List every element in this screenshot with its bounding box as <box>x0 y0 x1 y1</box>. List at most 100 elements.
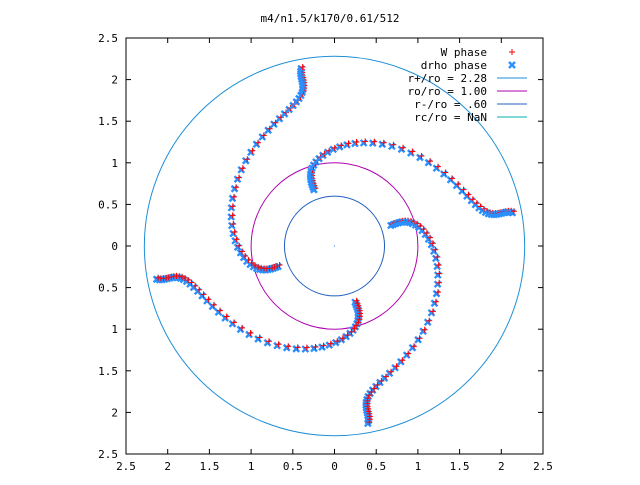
circle-r+ <box>143 55 526 437</box>
w-phase-point <box>231 319 238 326</box>
drho-phase-point <box>264 126 273 135</box>
x-tick-label: 2.5 <box>533 460 553 473</box>
drho-phase-point <box>427 308 436 317</box>
w-phase-point <box>393 363 400 370</box>
w-phase-point <box>285 343 292 350</box>
drho-phase-point <box>230 184 239 193</box>
drho-phase-point <box>427 240 436 249</box>
w-phase-point <box>411 343 418 350</box>
w-phase-point <box>254 139 261 146</box>
w-phase-point <box>235 174 242 181</box>
drho-phase-point <box>343 141 351 149</box>
x-tick-label: 1.5 <box>199 460 219 473</box>
x-tick-label: 1 <box>415 460 422 473</box>
drho-phase-point <box>446 175 455 184</box>
y-tick-label: 0.5 <box>98 282 118 295</box>
drho-phase-point <box>433 262 442 271</box>
x-tick-label: 1 <box>248 460 255 473</box>
drho-phase-point <box>310 344 318 353</box>
w-phase-point <box>416 335 423 342</box>
w-phase-point <box>231 229 238 236</box>
w-phase-point <box>435 261 442 268</box>
w-phase-point <box>429 240 436 247</box>
w-phase-point <box>371 385 378 392</box>
w-phase-point <box>442 169 449 176</box>
w-phase-point <box>223 313 230 320</box>
drho-phase-point <box>408 343 417 352</box>
w-phase-point <box>430 308 437 315</box>
w-phase-point <box>368 388 375 395</box>
legend-label: drho phase <box>421 59 487 72</box>
w-phase-point <box>510 208 517 215</box>
drho-phase-point <box>241 156 250 165</box>
w-phase-point <box>331 144 338 151</box>
w-phase-point <box>362 138 369 145</box>
x-tick-label: 2 <box>498 460 505 473</box>
y-tick-label: 1.5 <box>98 115 118 128</box>
drho-phase-point <box>233 175 242 184</box>
drho-phase-point <box>292 345 301 353</box>
w-phase-point <box>256 334 263 341</box>
drho-phase-point <box>397 145 406 154</box>
w-phase-point <box>320 342 327 349</box>
w-phase-point <box>423 229 430 236</box>
w-phase-point <box>426 317 433 324</box>
drho-phase-point <box>237 165 246 174</box>
w-phase-point <box>251 262 258 269</box>
w-phase-point <box>382 373 389 380</box>
w-phase-point <box>200 291 207 298</box>
w-phase-point <box>434 253 441 260</box>
drho-phase-point <box>388 142 396 151</box>
drho-phase-point <box>335 143 344 151</box>
w-phase-point <box>327 340 334 347</box>
drho-phase-point <box>429 247 438 256</box>
w-phase-point <box>229 212 236 219</box>
origin-dot <box>333 245 336 247</box>
w-phase-point <box>353 139 360 146</box>
w-phase-point <box>432 298 439 305</box>
w-phase-point <box>434 163 441 170</box>
w-phase-point <box>230 221 237 228</box>
w-phase-point <box>465 191 472 198</box>
w-phase-point <box>426 158 433 165</box>
drho-phase-point <box>325 341 334 349</box>
y-tick-label: 0.5 <box>98 198 118 211</box>
drho-phase-point <box>433 271 442 279</box>
w-phase-point <box>436 270 443 277</box>
drho-phase-point <box>221 314 230 322</box>
x-tick-label: 2 <box>164 460 171 473</box>
w-phase-point <box>229 203 236 210</box>
drho-phase-point <box>424 158 433 167</box>
drho-phase-point <box>378 140 387 149</box>
w-phase-point <box>345 140 352 147</box>
drho-phase-point <box>228 194 237 203</box>
drho-phase-point <box>396 357 405 366</box>
drho-phase-point <box>351 139 359 148</box>
w-phase-point <box>399 357 406 364</box>
legend-label: rc/ro = NaN <box>414 111 487 124</box>
w-phase-point <box>239 324 246 331</box>
x-tick-label: 0.5 <box>366 460 386 473</box>
drho-phase-point <box>231 236 240 245</box>
w-phase-point <box>266 125 273 132</box>
w-phase-point <box>344 332 351 339</box>
w-phase-point <box>210 301 217 308</box>
phase-points <box>152 49 517 428</box>
drho-phase-point <box>301 345 310 353</box>
w-phase-point <box>351 325 358 332</box>
drho-phase-point <box>233 243 242 252</box>
w-phase-point <box>348 328 355 335</box>
w-phase-point <box>374 381 381 388</box>
w-phase-point <box>205 296 212 303</box>
w-phase-point <box>244 156 251 163</box>
w-phase-point <box>390 141 397 148</box>
y-tick-label: 2.5 <box>98 32 118 45</box>
w-phase-point <box>366 418 373 425</box>
y-tick-label: 1 <box>111 157 118 170</box>
x-tick-label: 0 <box>331 460 338 473</box>
w-phase-point <box>371 138 378 145</box>
drho-phase-point <box>282 343 291 352</box>
w-phase-point <box>339 335 346 342</box>
